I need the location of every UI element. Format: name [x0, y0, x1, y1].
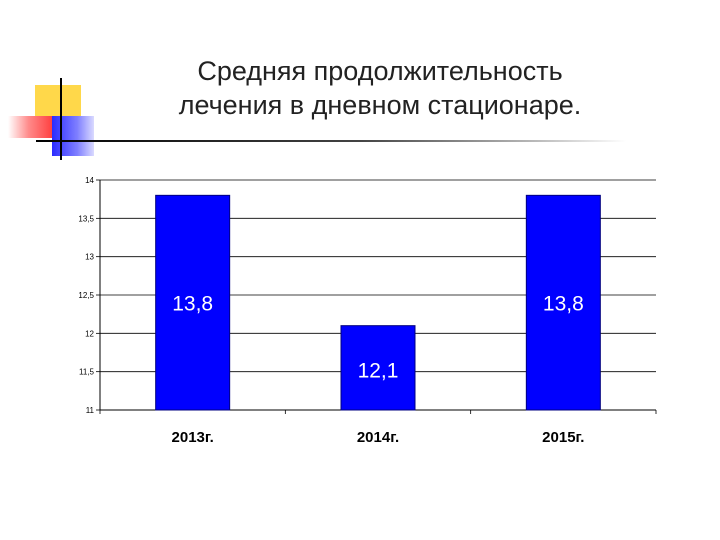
- title-underline: [36, 140, 626, 142]
- data-label: 13,8: [543, 292, 584, 315]
- decor-vertical-line: [60, 78, 62, 160]
- bar: [340, 325, 416, 411]
- x-tick-label: 2015г.: [542, 429, 584, 446]
- bar: [525, 194, 601, 411]
- y-tick-label: 11,5: [79, 368, 95, 377]
- x-tick-label: 2014г.: [357, 429, 399, 446]
- y-tick-label: 13: [85, 253, 94, 262]
- y-tick-label: 11: [86, 406, 95, 415]
- decor-blue-square: [52, 116, 94, 156]
- slide-title-line-1: Средняя продолжительность: [197, 56, 563, 86]
- decor-red-bar: [8, 116, 54, 138]
- y-tick-label: 13,5: [78, 214, 94, 223]
- slide-title: Средняя продолжительность лечения в днев…: [130, 54, 630, 122]
- slide-title-line-2: лечения в дневном стационаре.: [178, 90, 582, 120]
- data-label: 13,8: [172, 292, 213, 315]
- x-tick-label: 2013г.: [172, 429, 214, 446]
- y-tick-label: 12: [85, 329, 94, 338]
- data-label: 12,1: [358, 360, 399, 383]
- y-tick-label: 14: [85, 176, 94, 185]
- bar: [155, 194, 231, 411]
- y-tick-label: 12,5: [78, 291, 94, 300]
